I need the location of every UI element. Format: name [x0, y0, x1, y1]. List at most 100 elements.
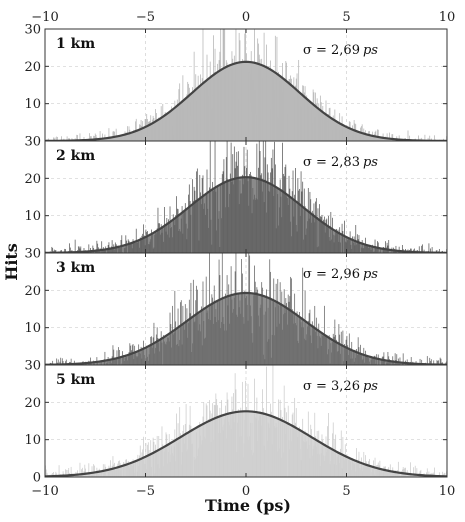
histogram-bar	[346, 454, 348, 477]
histogram-bar	[312, 213, 314, 253]
histogram-bar	[229, 323, 230, 365]
histogram-bar	[172, 237, 173, 253]
histogram-bar	[304, 86, 306, 141]
histogram-bar	[150, 115, 152, 141]
histogram-bar	[220, 29, 222, 141]
histogram-bar	[143, 340, 144, 365]
histogram-bar	[361, 471, 363, 477]
histogram-bar	[116, 245, 118, 253]
histogram-bar	[318, 430, 320, 477]
histogram-bar	[131, 350, 132, 365]
histogram-bar	[221, 400, 222, 477]
histogram-bar	[322, 335, 324, 365]
histogram-bar	[254, 378, 255, 477]
histogram-bar	[243, 146, 245, 253]
histogram-bar	[328, 335, 330, 365]
histogram-bar	[375, 246, 377, 253]
histogram-bar	[225, 207, 226, 253]
histogram-bar	[168, 120, 169, 141]
histogram-bar	[208, 319, 210, 365]
histogram-bar	[262, 287, 263, 365]
histogram-bar	[128, 352, 130, 365]
histogram-bar	[174, 290, 176, 365]
histogram-bar	[189, 405, 191, 477]
histogram-bar	[175, 321, 177, 365]
histogram-bar	[193, 456, 195, 477]
histogram-bar	[275, 228, 277, 253]
histogram-bar	[384, 466, 386, 477]
histogram-bar	[249, 73, 251, 141]
histogram-bar	[291, 78, 292, 141]
histogram-bar	[224, 330, 226, 365]
histogram-bar	[242, 83, 244, 141]
histogram-bar	[167, 234, 169, 253]
histogram-bar	[266, 366, 267, 477]
histogram-bar	[203, 402, 205, 477]
histogram-bar	[205, 214, 206, 253]
histogram-bar	[321, 434, 323, 477]
histogram-bar	[152, 437, 154, 477]
histogram-bar	[151, 467, 152, 477]
histogram-bar	[198, 240, 200, 253]
histogram-bar	[197, 330, 199, 365]
histogram-bar	[408, 474, 410, 477]
histogram-bar	[295, 168, 296, 253]
histogram-bar	[353, 464, 355, 477]
histogram-bar	[398, 363, 400, 365]
histogram-bar	[74, 239, 76, 253]
histogram-bar	[265, 141, 267, 253]
histogram-bar	[277, 451, 279, 477]
histogram-bar	[378, 465, 380, 477]
histogram-bar	[297, 95, 299, 141]
histogram-bar	[198, 313, 200, 365]
histogram-bar	[301, 433, 303, 477]
histogram-bar	[348, 121, 350, 141]
histogram-bar	[200, 435, 201, 477]
histogram-bar	[233, 393, 234, 477]
histogram-bar	[96, 240, 98, 253]
histogram-bar	[224, 418, 226, 477]
histogram-bar	[242, 457, 244, 477]
histogram-bar	[245, 178, 246, 253]
histogram-bar	[153, 441, 155, 477]
histogram-bar	[352, 134, 354, 141]
histogram-bar	[246, 304, 248, 365]
histogram-bar	[177, 209, 179, 253]
histogram-bar	[257, 38, 259, 141]
histogram-bar	[336, 228, 337, 253]
histogram-bar	[299, 215, 301, 253]
histogram-bar	[364, 466, 365, 477]
histogram-bar	[62, 361, 64, 365]
histogram-bar	[65, 469, 66, 477]
histogram-bar	[326, 335, 328, 365]
histogram-bar	[225, 157, 227, 253]
histogram-bar	[217, 433, 219, 477]
histogram-bar	[430, 359, 432, 365]
histogram-bar	[287, 113, 289, 141]
histogram-bar	[299, 312, 300, 365]
histogram-bar	[428, 243, 430, 253]
histogram-bar	[192, 200, 194, 253]
histogram-bar	[324, 335, 326, 365]
histogram-bar	[356, 354, 358, 365]
histogram-bar	[413, 467, 415, 477]
histogram-bar	[173, 446, 175, 477]
histogram-bar	[320, 216, 322, 253]
histogram-bar	[118, 137, 120, 141]
histogram-bar	[343, 455, 345, 477]
histogram-bar	[393, 472, 394, 477]
histogram-bar	[332, 217, 333, 253]
histogram-bar	[176, 208, 178, 253]
histogram-bar	[195, 458, 197, 477]
histogram-bar	[213, 190, 214, 253]
histogram-bar	[291, 414, 293, 477]
histogram-bar	[116, 467, 118, 477]
histogram-bar	[233, 422, 235, 477]
histogram-bar	[291, 191, 293, 253]
histogram-bar	[368, 358, 370, 365]
histogram-bar	[120, 470, 122, 477]
histogram-bar	[157, 129, 159, 141]
histogram-bar	[235, 29, 237, 141]
histogram-bar	[348, 456, 349, 477]
histogram-bar	[262, 77, 264, 141]
